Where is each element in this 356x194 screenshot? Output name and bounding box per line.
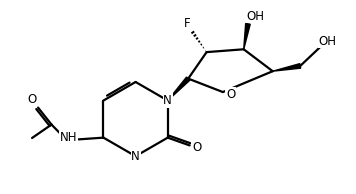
Text: N: N [163,94,172,107]
Polygon shape [273,64,301,71]
Text: OH: OH [247,10,265,23]
Text: NH: NH [60,132,78,145]
Text: O: O [192,141,201,154]
Text: O: O [226,88,235,101]
Text: OH: OH [319,35,336,48]
Text: N: N [131,150,140,163]
Text: F: F [183,17,190,30]
Polygon shape [244,23,250,49]
Text: O: O [27,93,36,106]
Polygon shape [168,77,190,100]
